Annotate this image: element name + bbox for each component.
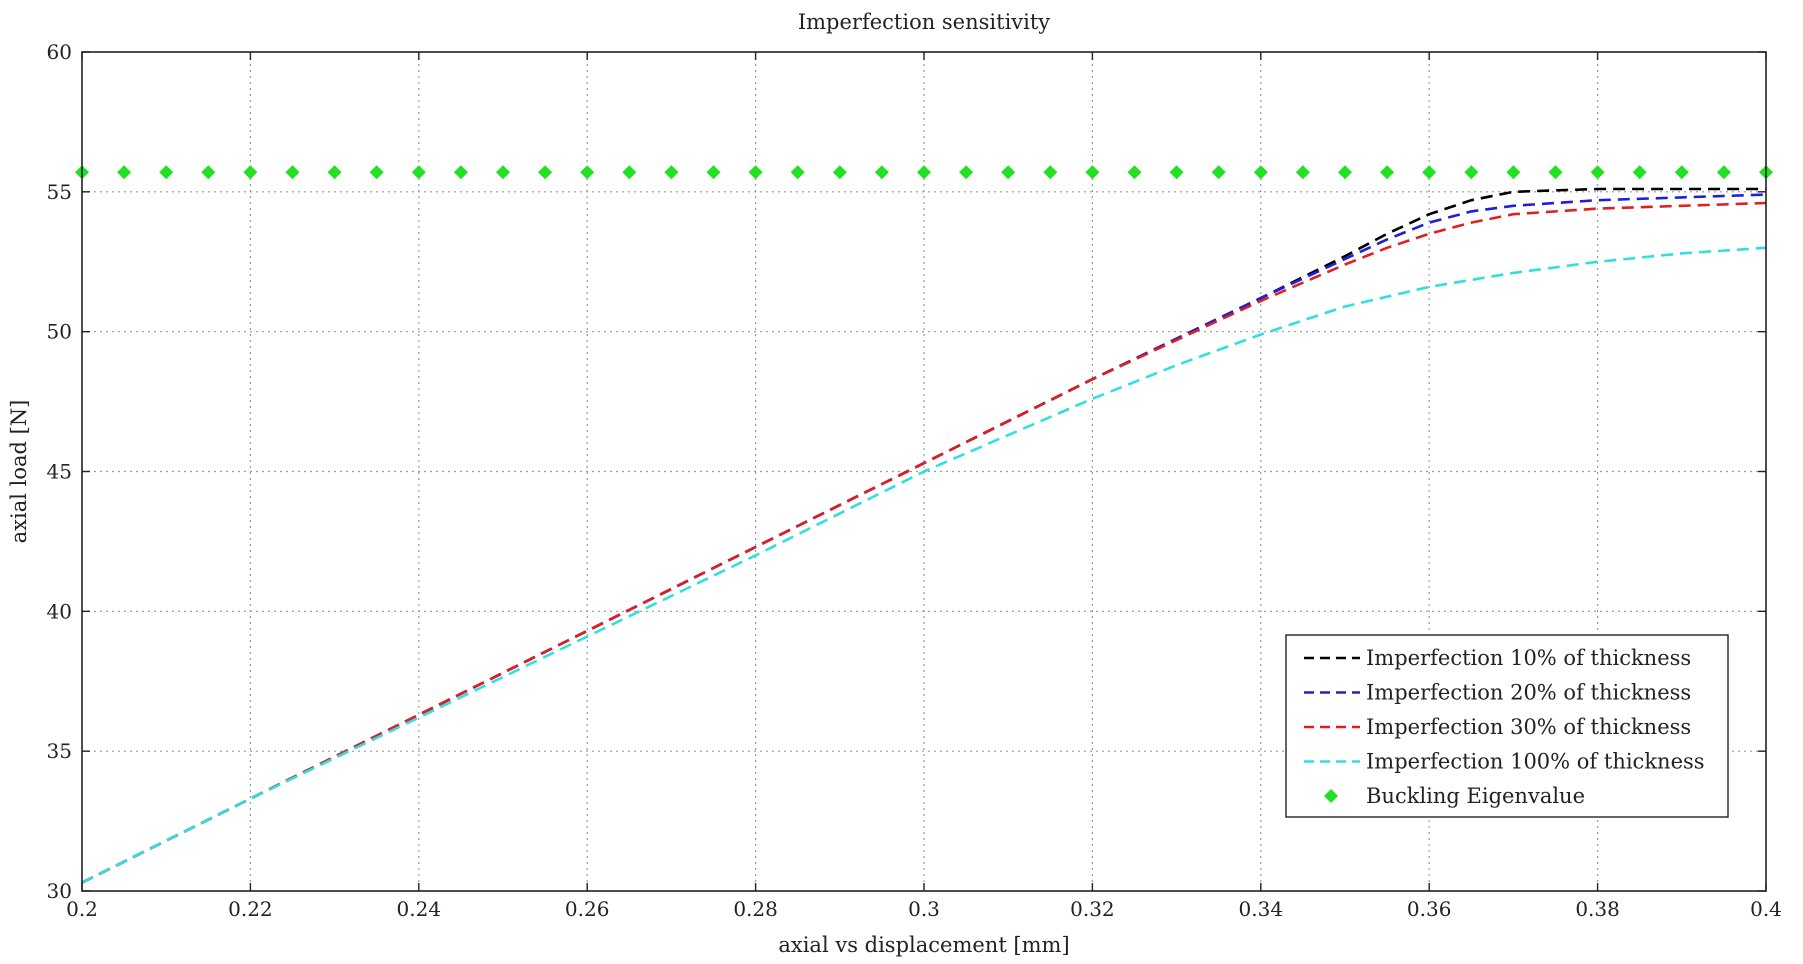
x-tick-label: 0.2 [66, 897, 98, 921]
legend-label: Imperfection 20% of thickness [1366, 681, 1691, 705]
data-point [1464, 165, 1479, 180]
data-point [580, 165, 595, 180]
legend-label: Imperfection 10% of thickness [1366, 646, 1691, 670]
legend: Imperfection 10% of thickness Imperfectio… [1285, 634, 1729, 818]
x-tick-label: 0.34 [1239, 897, 1284, 921]
data-point [706, 165, 721, 180]
data-point [959, 165, 974, 180]
data-point [1422, 165, 1437, 180]
plot-series [75, 165, 1773, 884]
x-tick-label: 0.26 [565, 897, 610, 921]
x-tick-label: 0.28 [733, 897, 778, 921]
data-point [790, 165, 805, 180]
data-point [1590, 165, 1605, 180]
data-point [1716, 165, 1731, 180]
data-point [917, 165, 931, 180]
x-tick-label: 0.24 [397, 897, 442, 921]
data-point [1506, 165, 1521, 180]
data-point [538, 165, 553, 180]
x-tick-label: 0.4 [1750, 897, 1782, 921]
data-point [1295, 165, 1310, 180]
data-point [1253, 165, 1268, 180]
data-point [1674, 165, 1689, 180]
x-tick-label: 0.22 [228, 897, 273, 921]
series-line-3 [81, 201, 1767, 884]
data-point [159, 165, 174, 180]
data-point [1127, 165, 1142, 180]
data-point [1169, 165, 1184, 180]
y-tick-label: 55 [47, 180, 72, 204]
y-tick-label: 45 [47, 460, 72, 484]
y-tick-label: 40 [47, 599, 72, 623]
legend-label: Imperfection 100% of thickness [1366, 750, 1705, 774]
y-tick-label: 60 [47, 40, 72, 64]
data-point [1043, 165, 1058, 180]
data-point [369, 165, 384, 180]
x-axis-label: axial vs displacement [mm] [778, 933, 1069, 957]
data-point [1001, 165, 1016, 180]
data-point [1380, 165, 1395, 180]
y-tick-label: 50 [47, 320, 72, 344]
data-point [117, 165, 132, 180]
data-point [1211, 165, 1226, 180]
x-tick-label: 0.38 [1575, 897, 1620, 921]
data-point [832, 165, 847, 180]
data-point [1338, 165, 1352, 180]
chart-title: Imperfection sensitivity [798, 10, 1050, 34]
series-buckling-eigenvalue [75, 165, 1773, 180]
data-point [285, 165, 300, 180]
data-point [453, 165, 468, 180]
y-tick-label: 30 [47, 879, 72, 903]
data-point [201, 165, 216, 180]
data-point [1548, 165, 1563, 180]
data-point [243, 165, 258, 180]
series-line-4 [81, 246, 1767, 884]
ticks: 0.2 0.22 0.24 0.26 0.28 0.3 0.32 0.34 0.36 0.38 0.… [47, 40, 1782, 921]
y-tick-label: 35 [47, 739, 72, 763]
legend-label: Buckling Eigenvalue [1366, 784, 1585, 808]
x-tick-label: 0.3 [908, 897, 940, 921]
data-point [1632, 165, 1647, 180]
data-point [664, 165, 679, 180]
data-point [327, 165, 342, 180]
x-tick-label: 0.36 [1407, 897, 1452, 921]
data-point [411, 165, 426, 180]
x-tick-label: 0.32 [1070, 897, 1115, 921]
y-axis-label: axial load [N] [7, 400, 31, 544]
data-point [1085, 165, 1100, 180]
data-point [874, 165, 889, 180]
data-point [622, 165, 637, 180]
data-point [748, 165, 763, 180]
legend-marker [1324, 789, 1338, 803]
data-point [496, 165, 510, 180]
legend-label: Imperfection 30% of thickness [1366, 715, 1691, 739]
